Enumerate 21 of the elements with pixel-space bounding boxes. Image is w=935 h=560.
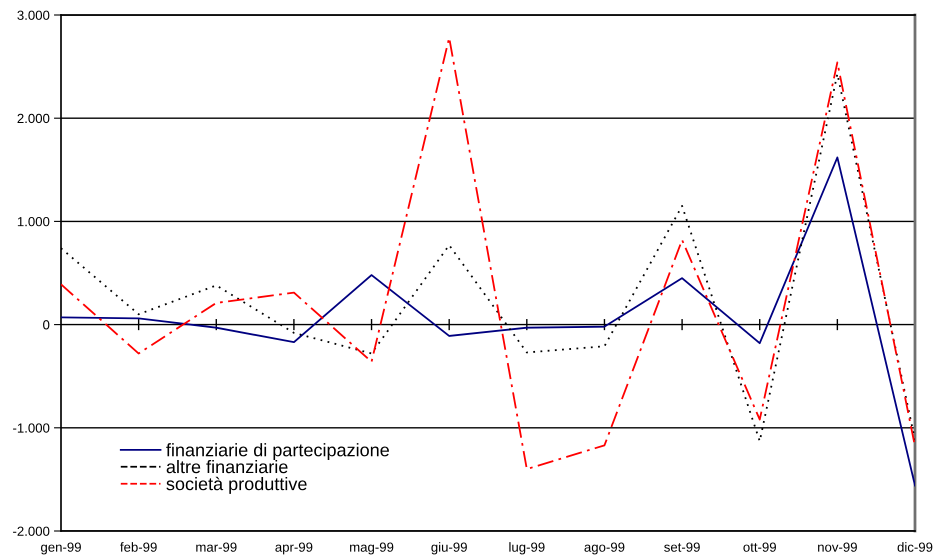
y-tick-label: -2.000 <box>13 526 50 536</box>
x-tick-label: nov-99 <box>818 542 857 552</box>
x-tick-label: giu-99 <box>431 542 467 554</box>
legend-label: finanziarie di partecipazione <box>166 443 389 460</box>
x-tick-label: gen-99 <box>41 542 81 554</box>
x-tick-label: ago-99 <box>584 542 624 554</box>
x-tick-label: mag-99 <box>350 542 394 554</box>
x-tick-label: feb-99 <box>120 542 157 552</box>
y-tick-label: 2.000 <box>18 114 50 124</box>
x-tick-label: lug-99 <box>509 542 545 554</box>
y-tick-label: -1.000 <box>13 423 50 433</box>
y-tick-label: 3.000 <box>17 10 50 20</box>
x-tick-label: dic-99 <box>898 542 932 552</box>
y-tick-label: 0 <box>43 320 50 330</box>
legend-label: società produttive <box>166 476 307 494</box>
x-tick-label: set-99 <box>664 542 700 552</box>
y-tick-label: 1.000 <box>18 216 50 226</box>
legend-label: altre finanziarie <box>166 460 288 474</box>
x-tick-label: apr-99 <box>275 542 312 554</box>
x-tick-label: mar-99 <box>196 542 237 552</box>
x-tick-label: ott-99 <box>743 542 776 552</box>
